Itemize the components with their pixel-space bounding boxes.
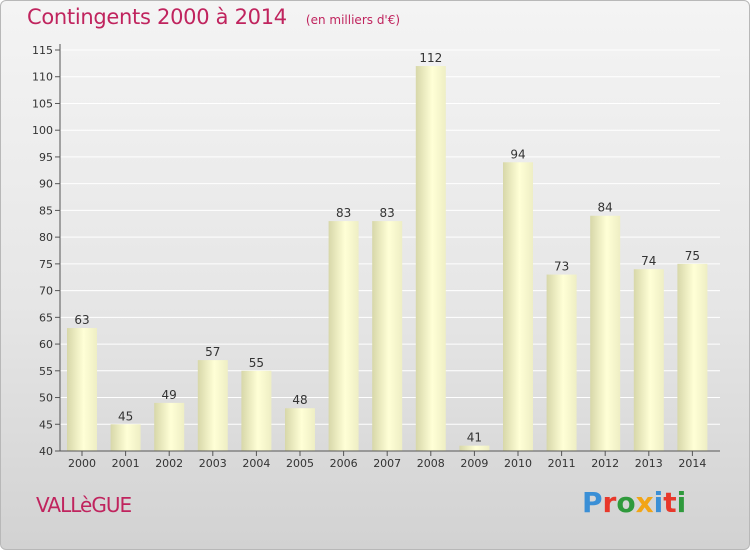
bar [459, 445, 490, 451]
brand-letter: r [602, 486, 617, 519]
y-tick-label: 110 [32, 71, 53, 84]
bar [197, 360, 228, 451]
bar [372, 221, 403, 451]
y-tick-label: 55 [39, 365, 53, 378]
x-tick-label: 2004 [242, 457, 270, 470]
bars [67, 66, 708, 451]
bar [285, 408, 315, 451]
data-label: 55 [249, 356, 264, 370]
brand-letter: P [582, 486, 603, 519]
bar [415, 66, 446, 451]
chart-header: Contingents 2000 à 2014 (en milliers d'€… [27, 5, 400, 29]
x-tick-label: 2013 [635, 457, 663, 470]
y-tick-label: 85 [39, 204, 53, 217]
brand-letter: o [616, 486, 636, 519]
y-tick-label: 80 [39, 231, 53, 244]
y-tick-label: 105 [32, 97, 53, 110]
data-label: 45 [118, 409, 133, 423]
y-tick-label: 45 [39, 418, 53, 431]
bar [633, 269, 664, 451]
data-label: 83 [380, 206, 395, 220]
x-tick-label: 2007 [373, 457, 401, 470]
data-label: 48 [292, 393, 307, 407]
commune-name: VALLèGUE [36, 493, 132, 517]
axes: 40 45 50 55 60 65 70 75 80 85 90 95 100 105 110 115 2000… [32, 44, 720, 470]
y-tick-label: 90 [39, 178, 53, 191]
x-tick-label: 2012 [591, 457, 619, 470]
x-tick-label: 2008 [417, 457, 445, 470]
x-tick-label: 2003 [199, 457, 227, 470]
data-labels: 63 45 49 57 55 48 83 83 112 41 94 73 84 74 75 [74, 51, 700, 445]
bar [67, 328, 97, 451]
x-tick-label: 2001 [112, 457, 140, 470]
x-tick-label: 2009 [460, 457, 488, 470]
data-label: 57 [205, 345, 220, 359]
bar [110, 424, 141, 451]
chart-title: Contingents 2000 à 2014 [27, 5, 287, 29]
bar [241, 370, 272, 451]
y-tick-label: 60 [39, 338, 53, 351]
y-tick-label: 115 [32, 44, 53, 57]
y-tick-label: 75 [39, 258, 53, 271]
bar [677, 263, 708, 451]
x-tick-label: 2002 [155, 457, 183, 470]
data-label: 41 [467, 431, 482, 445]
y-tick-label: 95 [39, 151, 53, 164]
x-tick-label: 2006 [330, 457, 358, 470]
y-tick-label: 50 [39, 392, 53, 405]
y-tick-label: 65 [39, 311, 53, 324]
data-label: 75 [685, 249, 700, 263]
data-label: 94 [510, 147, 525, 161]
data-label: 83 [336, 206, 351, 220]
chart-unit: (en milliers d'€) [305, 13, 401, 27]
brand-letter: i [653, 486, 664, 519]
data-label: 49 [162, 388, 177, 402]
bar [154, 402, 185, 451]
x-tick-label: 2010 [504, 457, 532, 470]
data-label: 63 [74, 313, 89, 327]
brand-logo: Proxiti [582, 486, 686, 519]
x-tick-label: 2005 [286, 457, 314, 470]
data-label: 112 [419, 51, 442, 65]
brand-letter: i [676, 486, 687, 519]
x-tick-label: 2000 [68, 457, 96, 470]
y-tick-label: 40 [39, 445, 53, 458]
y-tick-label: 70 [39, 285, 53, 298]
bar [590, 215, 621, 451]
data-label: 74 [641, 254, 656, 268]
x-tick-label: 2014 [678, 457, 706, 470]
y-tick-label: 100 [32, 124, 53, 137]
bar [328, 221, 359, 451]
bar [546, 274, 577, 451]
brand-letter: t [663, 486, 677, 519]
data-label: 73 [554, 260, 569, 274]
data-label: 84 [598, 201, 613, 215]
x-tick-label: 2011 [548, 457, 576, 470]
brand-letter: x [635, 486, 654, 519]
bar [503, 162, 533, 451]
